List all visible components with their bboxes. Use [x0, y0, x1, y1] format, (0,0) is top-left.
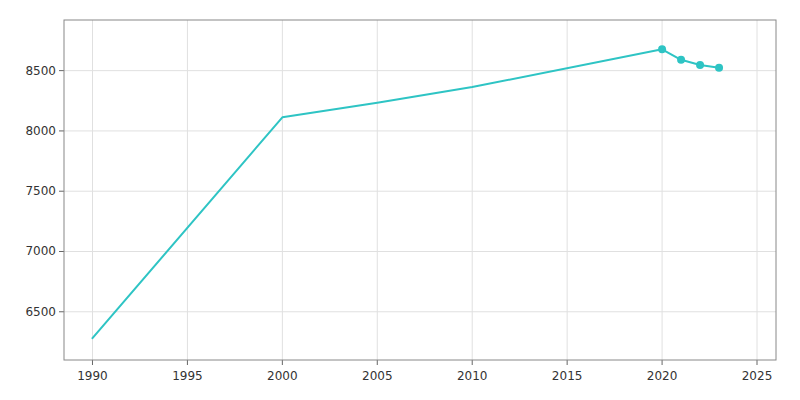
chart-svg: 1990 1995 2000 2005 2010 2015 2020 2025 6500 7000… [0, 0, 800, 400]
y-tick [59, 70, 64, 71]
x-tick [662, 360, 663, 365]
x-tick [757, 360, 758, 365]
y-grid-line [64, 251, 776, 252]
x-tick [282, 360, 283, 365]
y-tick [59, 311, 64, 312]
line [92, 49, 719, 338]
grid [64, 20, 776, 360]
x-tick [472, 360, 473, 365]
marker [715, 64, 723, 72]
x-tick-label: 1990 [77, 369, 108, 383]
data-layer [92, 45, 723, 338]
x-tick [377, 360, 378, 365]
x-tick [187, 360, 188, 365]
y-tick [59, 130, 64, 131]
axes: 1990 1995 2000 2005 2010 2015 2020 2025 6500 7000… [25, 20, 776, 383]
marker [658, 45, 666, 53]
x-tick [567, 360, 568, 365]
x-tick-label: 2010 [457, 369, 488, 383]
x-tick-label: 2025 [742, 369, 773, 383]
marker [696, 61, 704, 69]
x-tick-label: 2020 [647, 369, 678, 383]
y-tick-label: 7500 [25, 184, 56, 198]
plot-frame [64, 20, 776, 360]
y-tick-label: 6500 [25, 305, 56, 319]
y-grid-line [64, 130, 776, 131]
y-grid-line [64, 191, 776, 192]
x-tick [92, 360, 93, 365]
chart-container: 1990 1995 2000 2005 2010 2015 2020 2025 6500 7000… [0, 0, 800, 400]
y-tick-label: 8000 [25, 124, 56, 138]
x-tick-label: 2005 [362, 369, 393, 383]
y-tick [59, 191, 64, 192]
x-tick-label: 2015 [552, 369, 583, 383]
y-grid-line [64, 70, 776, 71]
y-tick-label: 8500 [25, 64, 56, 78]
marker [677, 56, 685, 64]
x-tick-label: 1995 [172, 369, 203, 383]
y-tick [59, 251, 64, 252]
x-tick-label: 2000 [267, 369, 298, 383]
y-tick-label: 7000 [25, 244, 56, 258]
y-grid-line [64, 311, 776, 312]
